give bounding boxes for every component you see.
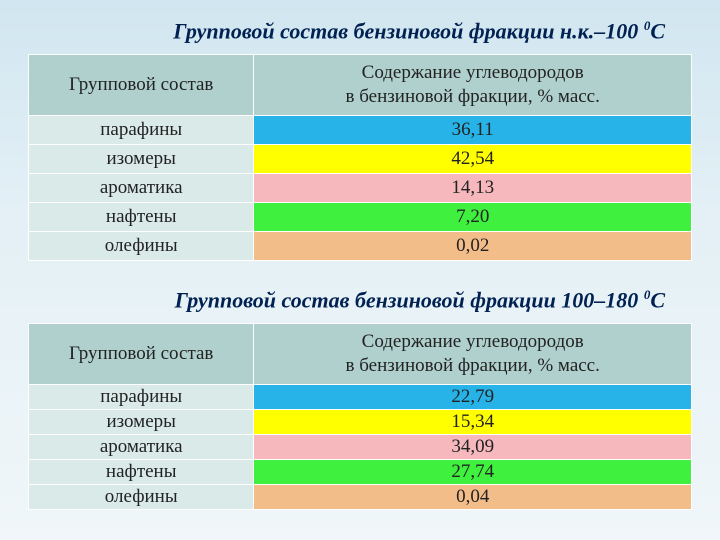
row-value: 27,74: [254, 459, 692, 484]
row-value: 42,54: [254, 144, 692, 173]
row-label: парафины: [29, 115, 254, 144]
row-label: ароматика: [29, 434, 254, 459]
table-header-row: Групповой состав Содержание углеводородо…: [29, 55, 692, 116]
row-value: 0,02: [254, 231, 692, 260]
row-value: 34,09: [254, 434, 692, 459]
title-1-post: С: [650, 18, 665, 43]
table-2: Групповой состав Содержание углеводородо…: [28, 323, 692, 510]
table-row: ароматика34,09: [29, 434, 692, 459]
row-label: нафтены: [29, 459, 254, 484]
header-col2-line2: в бензиновой фракции, % масс.: [346, 355, 600, 376]
header-col2-line2: в бензиновой фракции, % масс.: [346, 86, 600, 107]
table-row: олефины0,04: [29, 484, 692, 509]
table-row: парафины36,11: [29, 115, 692, 144]
table-1: Групповой состав Содержание углеводородо…: [28, 54, 692, 261]
row-value: 15,34: [254, 409, 692, 434]
title-2-pre: Групповой состав бензиновой фракции 100–…: [175, 287, 644, 312]
table-row: парафины22,79: [29, 384, 692, 409]
row-label: парафины: [29, 384, 254, 409]
table-row: нафтены27,74: [29, 459, 692, 484]
header-col2: Содержание углеводородов в бензиновой фр…: [254, 324, 692, 385]
row-label: изомеры: [29, 144, 254, 173]
header-col2-line1: Содержание углеводородов: [362, 331, 584, 352]
table-row: нафтены7,20: [29, 202, 692, 231]
row-label: олефины: [29, 231, 254, 260]
table-row: ароматика14,13: [29, 173, 692, 202]
row-label: олефины: [29, 484, 254, 509]
row-value: 0,04: [254, 484, 692, 509]
header-col1: Групповой состав: [29, 55, 254, 116]
row-value: 36,11: [254, 115, 692, 144]
title-1-pre: Групповой состав бензиновой фракции н.к.…: [173, 18, 644, 43]
header-col2-line1: Содержание углеводородов: [362, 62, 584, 83]
title-2: Групповой состав бензиновой фракции 100–…: [28, 287, 692, 313]
header-col1: Групповой состав: [29, 324, 254, 385]
row-value: 14,13: [254, 173, 692, 202]
table-header-row: Групповой состав Содержание углеводородо…: [29, 324, 692, 385]
title-1: Групповой состав бензиновой фракции н.к.…: [28, 18, 692, 44]
row-value: 22,79: [254, 384, 692, 409]
title-2-post: С: [650, 287, 665, 312]
table-row: изомеры42,54: [29, 144, 692, 173]
row-label: изомеры: [29, 409, 254, 434]
table-row: изомеры15,34: [29, 409, 692, 434]
row-label: ароматика: [29, 173, 254, 202]
table-2-body: парафины22,79изомеры15,34ароматика34,09н…: [29, 384, 692, 509]
table-row: олефины0,02: [29, 231, 692, 260]
row-value: 7,20: [254, 202, 692, 231]
table-1-body: парафины36,11изомеры42,54ароматика14,13н…: [29, 115, 692, 260]
header-col2: Содержание углеводородов в бензиновой фр…: [254, 55, 692, 116]
row-label: нафтены: [29, 202, 254, 231]
